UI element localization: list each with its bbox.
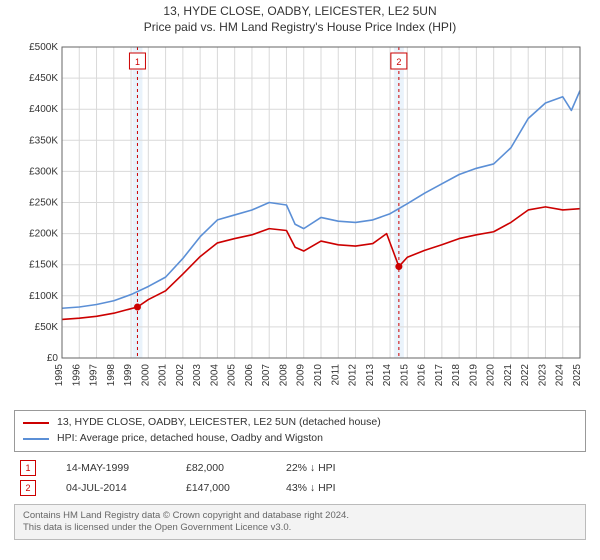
svg-text:2000: 2000	[140, 364, 151, 387]
svg-text:2008: 2008	[278, 364, 289, 387]
svg-text:2013: 2013	[365, 364, 376, 387]
svg-text:£300K: £300K	[29, 166, 58, 177]
svg-text:1: 1	[135, 57, 140, 67]
svg-text:1996: 1996	[71, 364, 82, 387]
svg-text:£400K: £400K	[29, 104, 58, 115]
sale-marker-1: 1	[20, 460, 36, 476]
svg-text:2024: 2024	[555, 364, 566, 387]
svg-text:£250K: £250K	[29, 198, 58, 209]
svg-text:1999: 1999	[123, 364, 134, 387]
legend-row-hpi: HPI: Average price, detached house, Oadb…	[23, 431, 577, 447]
sale-row-1: 1 14-MAY-1999 £82,000 22% ↓ HPI	[14, 458, 586, 478]
svg-text:2023: 2023	[537, 364, 548, 387]
svg-text:1998: 1998	[106, 364, 117, 387]
svg-text:2003: 2003	[192, 364, 203, 387]
legend-label-hpi: HPI: Average price, detached house, Oadb…	[57, 431, 323, 447]
svg-text:2001: 2001	[158, 364, 169, 387]
chart-title: 13, HYDE CLOSE, OADBY, LEICESTER, LE2 5U…	[14, 4, 586, 18]
legend-label-property: 13, HYDE CLOSE, OADBY, LEICESTER, LE2 5U…	[57, 415, 381, 431]
svg-text:2005: 2005	[227, 364, 238, 387]
legend: 13, HYDE CLOSE, OADBY, LEICESTER, LE2 5U…	[14, 410, 586, 452]
svg-text:£450K: £450K	[29, 73, 58, 84]
legend-row-property: 13, HYDE CLOSE, OADBY, LEICESTER, LE2 5U…	[23, 415, 577, 431]
price-chart: 1 2 £0 £50K £100K £150K £200K £250K £300K £350K £4…	[14, 42, 586, 402]
sale-delta-2: 43% ↓ HPI	[286, 482, 336, 494]
svg-text:2: 2	[396, 57, 401, 67]
svg-text:2021: 2021	[503, 364, 514, 387]
sale-date-1: 14-MAY-1999	[66, 462, 156, 474]
svg-text:2018: 2018	[451, 364, 462, 387]
footer: Contains HM Land Registry data © Crown c…	[14, 504, 586, 541]
svg-text:2006: 2006	[244, 364, 255, 387]
footer-line-1: Contains HM Land Registry data © Crown c…	[23, 510, 577, 522]
svg-text:2004: 2004	[209, 364, 220, 387]
svg-text:£50K: £50K	[35, 322, 59, 333]
sale-row-2: 2 04-JUL-2014 £147,000 43% ↓ HPI	[14, 478, 586, 498]
svg-text:2019: 2019	[468, 364, 479, 387]
svg-text:2015: 2015	[399, 364, 410, 387]
svg-text:£100K: £100K	[29, 291, 58, 302]
svg-text:2007: 2007	[261, 364, 272, 387]
svg-text:2010: 2010	[313, 364, 324, 387]
sale-delta-1: 22% ↓ HPI	[286, 462, 336, 474]
svg-text:2002: 2002	[175, 364, 186, 387]
legend-swatch-property	[23, 422, 49, 424]
svg-text:£150K: £150K	[29, 260, 58, 271]
sales-table: 1 14-MAY-1999 £82,000 22% ↓ HPI 2 04-JUL…	[14, 458, 586, 498]
svg-text:2012: 2012	[348, 364, 359, 387]
footer-line-2: This data is licensed under the Open Gov…	[23, 522, 577, 534]
sale-date-2: 04-JUL-2014	[66, 482, 156, 494]
svg-text:£500K: £500K	[29, 42, 58, 53]
svg-text:1995: 1995	[54, 364, 65, 387]
svg-text:£350K: £350K	[29, 135, 58, 146]
sale-price-2: £147,000	[186, 482, 256, 494]
svg-text:2025: 2025	[572, 364, 583, 387]
chart-canvas: 1 2 £0 £50K £100K £150K £200K £250K £300K £350K £4…	[14, 42, 586, 402]
svg-text:£0: £0	[47, 353, 59, 364]
svg-text:2014: 2014	[382, 364, 393, 387]
svg-text:1997: 1997	[89, 364, 100, 387]
sale-price-1: £82,000	[186, 462, 256, 474]
svg-text:2017: 2017	[434, 364, 445, 387]
svg-text:2022: 2022	[520, 364, 531, 387]
legend-swatch-hpi	[23, 438, 49, 440]
svg-text:2009: 2009	[296, 364, 307, 387]
svg-text:2011: 2011	[330, 364, 341, 386]
chart-subtitle: Price paid vs. HM Land Registry's House …	[14, 20, 586, 34]
svg-text:2020: 2020	[486, 364, 497, 387]
svg-text:£200K: £200K	[29, 229, 58, 240]
svg-text:2016: 2016	[417, 364, 428, 387]
sale-marker-2: 2	[20, 480, 36, 496]
